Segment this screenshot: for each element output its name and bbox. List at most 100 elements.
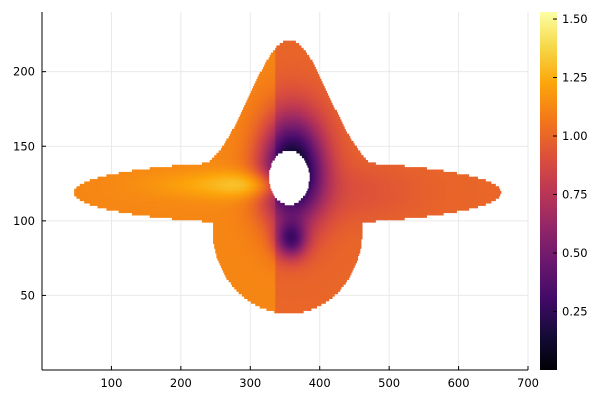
heatmap-cell-3985: [324, 179, 326, 183]
heatmap-cell-28: [310, 59, 313, 63]
heatmap-cell-2372: [323, 145, 325, 149]
heatmap-cell-1078: [323, 114, 325, 118]
heatmap-cell-2949: [263, 159, 265, 163]
heatmap-cell-2955: [269, 159, 272, 163]
heatmap-cell-4977: [169, 193, 175, 197]
heatmap-cell-2886: [327, 157, 330, 161]
heatmap-cell-2848: [255, 157, 257, 161]
heatmap-cell-1240: [305, 119, 307, 123]
heatmap-cell-4049: [440, 179, 444, 183]
heatmap-cell-786: [269, 107, 272, 111]
heatmap-cell-4219: [414, 181, 416, 185]
heatmap-cell-1406: [285, 124, 287, 128]
heatmap-cell-4628: [175, 188, 179, 192]
heatmap-cell-2512: [349, 148, 352, 152]
heatmap-cell-1829: [325, 133, 327, 137]
heatmap-cell-2360: [309, 145, 312, 149]
heatmap-cell-4601: [444, 186, 447, 190]
heatmap-cell-241: [257, 85, 261, 89]
heatmap-cell-4124: [241, 181, 244, 185]
heatmap-cell-4688: [259, 188, 262, 192]
heatmap-cell-2182: [237, 143, 240, 147]
heatmap-cell-3185: [351, 164, 354, 168]
heatmap-cell-3763: [221, 176, 225, 180]
heatmap-cell-659: [295, 102, 297, 106]
heatmap-cell-3189: [357, 164, 360, 168]
heatmap-cell-1302: [270, 121, 273, 125]
heatmap-cell-4459: [196, 186, 199, 190]
heatmap-cell-3182: [348, 164, 351, 168]
heatmap-cell-1285: [251, 121, 254, 125]
heatmap-cell-1858: [239, 136, 242, 140]
heatmap-cell-1541: [334, 126, 336, 130]
heatmap-cell-1188: [245, 119, 247, 123]
heatmap-cell-1931: [320, 136, 323, 140]
heatmap-cell-2329: [275, 145, 277, 149]
heatmap-cell-4867: [265, 191, 267, 194]
heatmap-cell-3306: [385, 167, 387, 171]
heatmap-cell-3696: [387, 174, 390, 178]
heatmap-cell-1550: [231, 128, 235, 132]
heatmap-cell-344: [273, 90, 275, 94]
heatmap-cell-443: [263, 95, 265, 99]
heatmap-cell-1174: [331, 117, 334, 120]
heatmap-cell-2147: [323, 140, 325, 144]
heatmap-cell-1695: [286, 131, 289, 135]
heatmap-cell-1465: [245, 126, 247, 130]
heatmap-cell-3672: [345, 174, 347, 178]
heatmap-cell-4285: [207, 183, 210, 187]
heatmap-cell-4860: [257, 191, 260, 194]
heatmap-cell-1630: [327, 128, 330, 132]
heatmap-cell-217: [284, 83, 286, 87]
heatmap-cell-1027: [264, 114, 266, 118]
heatmap-cell-3359: [258, 169, 261, 173]
heatmap-cell-932: [253, 112, 255, 116]
heatmap-cell-61: [271, 69, 276, 73]
heatmap-cell-3864: [415, 176, 417, 180]
heatmap-cell-1453: [339, 124, 342, 128]
heatmap-cell-691: [245, 105, 249, 109]
heatmap-cell-2115: [285, 140, 287, 144]
heatmap-cell-457: [278, 95, 281, 99]
heatmap-cell-2211: [269, 143, 272, 147]
heatmap-cell-3282: [343, 167, 345, 171]
heatmap-cell-2922: [233, 159, 235, 163]
heatmap-cell-3736: [175, 176, 180, 180]
heatmap-cell-3010: [218, 162, 225, 166]
heatmap-cell-4926: [377, 191, 381, 194]
heatmap-cell-2863: [271, 157, 274, 161]
heatmap-cell-778: [260, 107, 263, 111]
heatmap-cell-750: [318, 105, 321, 109]
heatmap-cell-2299: [241, 145, 244, 149]
heatmap-cell-2249: [311, 143, 314, 147]
heatmap-cell-1097: [244, 117, 246, 120]
heatmap-cell-4803: [166, 191, 171, 194]
heatmap-cell-2485: [319, 148, 322, 152]
heatmap-cell-1084: [329, 114, 332, 118]
heatmap-cell-3580: [147, 174, 153, 178]
heatmap-cell-4535: [325, 186, 327, 190]
heatmap-cell-2102: [270, 140, 273, 144]
heatmap-cell-4696: [268, 188, 271, 192]
heatmap-cell-1958: [227, 138, 231, 142]
heatmap-cell-639: [266, 102, 269, 106]
heatmap-cell-1885: [269, 136, 272, 140]
heatmap-cell-2924: [235, 159, 237, 163]
heatmap-cell-4585: [403, 186, 406, 190]
heatmap-cell-409: [298, 93, 301, 97]
heatmap-cell-2435: [264, 148, 266, 152]
heatmap-cell-3316: [414, 167, 417, 171]
heatmap-cell-3801: [315, 176, 317, 180]
heatmap-cell-4020: [371, 179, 374, 183]
heatmap-cell-3877: [470, 176, 476, 180]
heatmap-cell-4835: [224, 191, 226, 194]
heatmap-cell-3346: [244, 169, 246, 173]
heatmap-cell-169: [259, 81, 263, 85]
heatmap-cell-3372: [313, 169, 315, 173]
heatmap-cell-2919: [228, 159, 232, 163]
heatmap-cell-909: [321, 109, 324, 113]
heatmap-cell-1120: [269, 117, 272, 120]
heatmap-cell-2576: [305, 150, 307, 154]
heatmap-cell-2715: [347, 152, 350, 156]
heatmap-cell-3462: [215, 171, 222, 175]
